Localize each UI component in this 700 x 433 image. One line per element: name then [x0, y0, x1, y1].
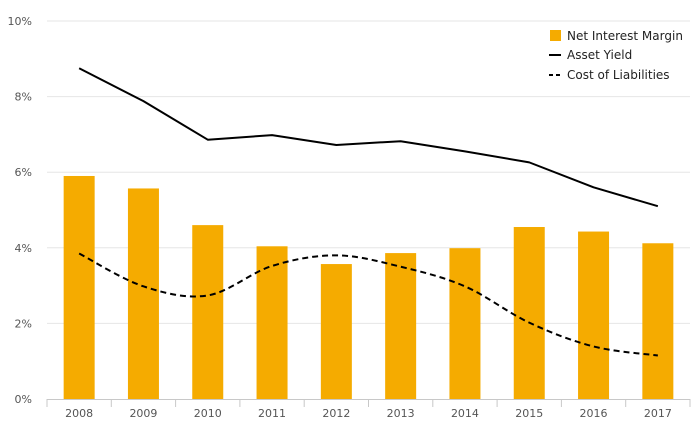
y-axis-ticks: 0% 2% 4% 6% 8% 10%: [8, 15, 32, 406]
y-tick-label: 10%: [8, 15, 32, 28]
x-tick-label: 2008: [65, 407, 93, 420]
y-tick-label: 0%: [15, 393, 32, 406]
bar-net-interest-margin-2016: [578, 231, 610, 399]
x-tick-label: 2017: [644, 407, 672, 420]
x-tick-label: 2011: [258, 407, 286, 420]
bar-net-interest-margin-2012: [320, 264, 352, 399]
legend-label-asset-yield: Asset Yield: [567, 48, 632, 62]
x-tick-label: 2010: [194, 407, 222, 420]
bar-net-interest-margin-2011: [256, 246, 288, 399]
bar-net-interest-margin-2008: [63, 175, 95, 399]
legend-label-net-interest-margin: Net Interest Margin: [567, 29, 683, 43]
bar-net-interest-margin-2010: [192, 225, 224, 399]
y-tick-label: 2%: [15, 317, 32, 330]
x-tick-label: 2012: [322, 407, 350, 420]
bar-net-interest-margin-2014: [449, 248, 481, 399]
bar-net-interest-margin-2017: [642, 243, 674, 399]
bar-net-interest-margin-2009: [127, 188, 159, 399]
legend: Net Interest Margin Asset Yield Cost of …: [549, 29, 683, 82]
legend-label-cost-of-liabilities: Cost of Liabilities: [567, 68, 670, 82]
bar-net-interest-margin-2015: [513, 227, 545, 399]
y-tick-label: 8%: [15, 91, 32, 104]
x-tick-label: 2009: [129, 407, 157, 420]
bars: [63, 175, 674, 399]
line-cost-of-liabilities: [78, 252, 658, 357]
lines: [78, 67, 659, 357]
x-tick-label: 2014: [451, 407, 479, 420]
bar-net-interest-margin-2013: [385, 253, 417, 399]
x-tick-label: 2013: [387, 407, 415, 420]
y-tick-label: 6%: [15, 166, 32, 179]
x-tick-label: 2015: [515, 407, 543, 420]
x-axis: 2008 2009 2010 2011 2012 2013 2014 2015 2016 2017: [46, 399, 691, 420]
legend-swatch-net-interest-margin: [550, 30, 561, 41]
x-tick-label: 2016: [580, 407, 608, 420]
line-asset-yield: [78, 67, 659, 208]
y-tick-label: 4%: [15, 242, 32, 255]
